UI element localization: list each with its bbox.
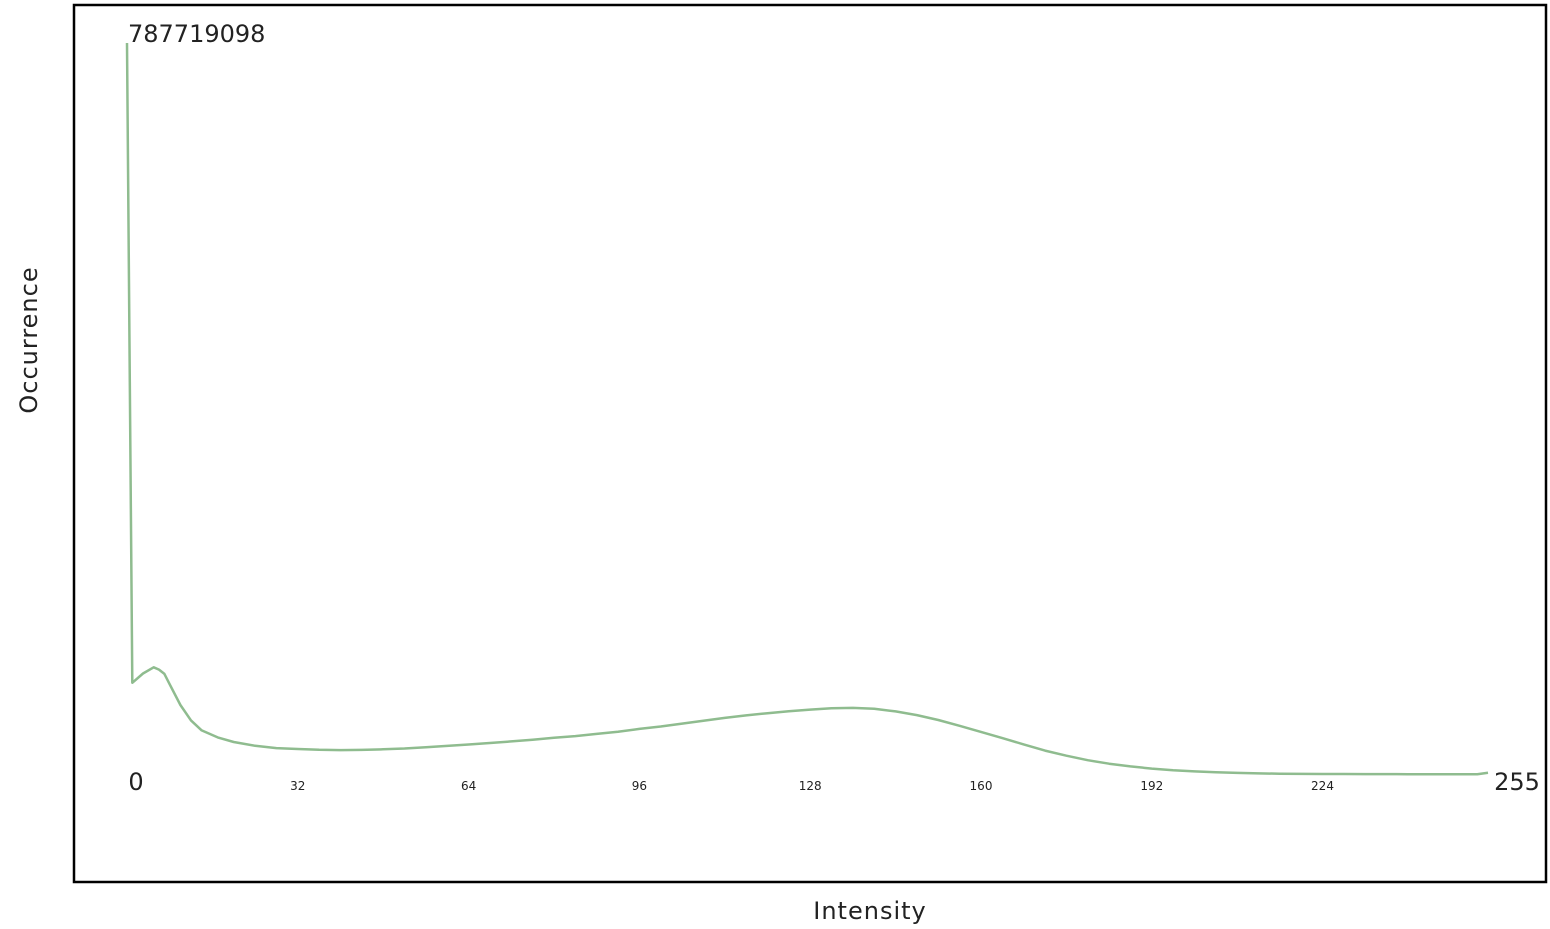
series-line-0 [125, 42, 1489, 776]
x-tick-labels: 0 32 64 96 128 160 192 224 255 [128, 768, 1540, 796]
x-tick-label-224: 224 [1311, 779, 1334, 793]
x-axis-label: Intensity [813, 897, 926, 925]
x-tick-label-0: 0 [128, 768, 143, 796]
x-tick-label-32: 32 [290, 779, 305, 793]
x-tick-label-64: 64 [461, 779, 476, 793]
x-tick-label-96: 96 [632, 779, 647, 793]
x-tick-label-255: 255 [1494, 768, 1540, 796]
y-axis-label: Occurrence [15, 266, 43, 413]
x-tick-label-160: 160 [970, 779, 993, 793]
series-layer [125, 42, 1489, 776]
x-tick-label-192: 192 [1140, 779, 1163, 793]
chart-frame [72, 3, 1548, 884]
max-value-label: 787719098 [128, 20, 265, 48]
x-tick-label-128: 128 [799, 779, 822, 793]
